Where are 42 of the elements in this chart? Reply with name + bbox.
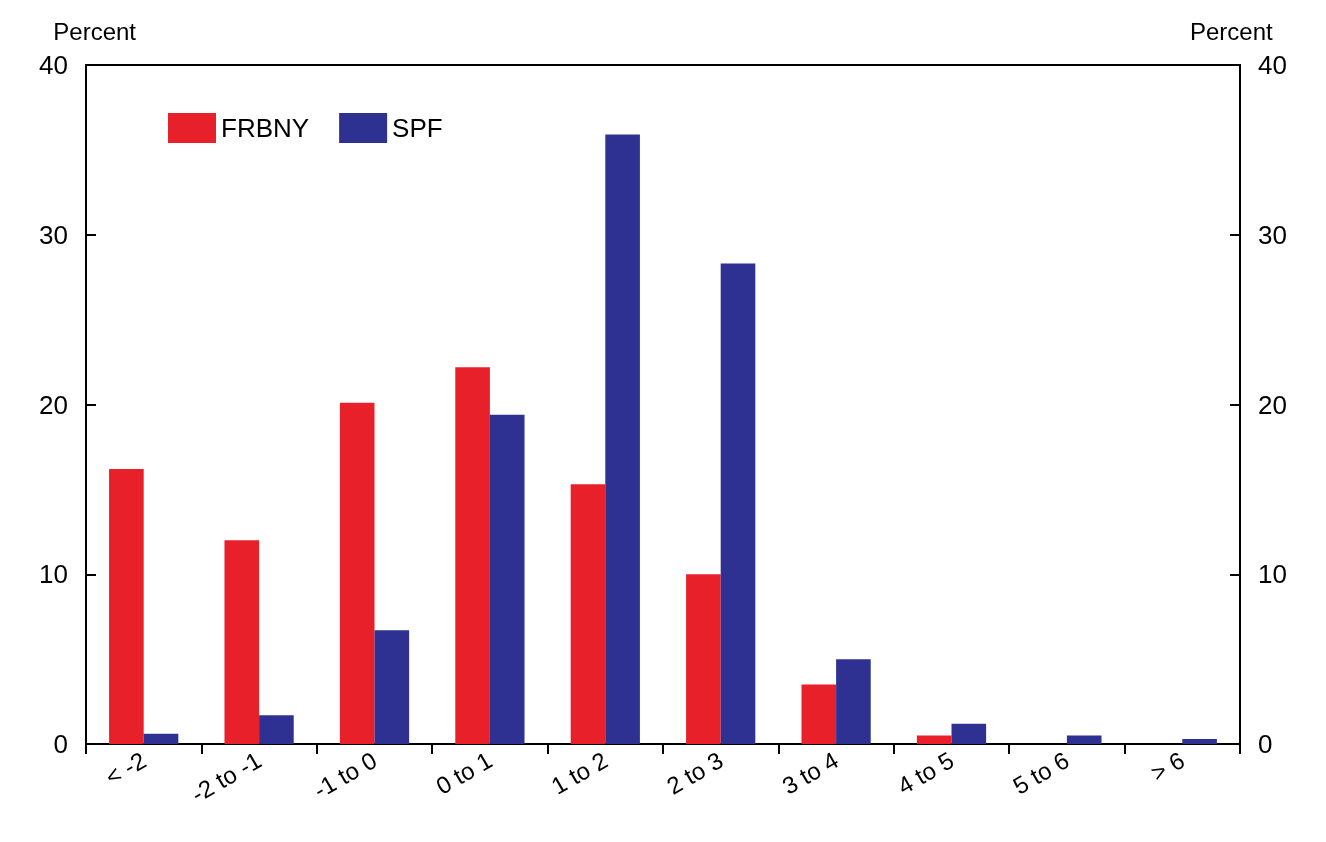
y2-tick-label: 40 [1258, 50, 1287, 80]
x-tick-label: > 6 [1146, 746, 1190, 787]
x-tick-label: 5 to 6 [1008, 746, 1074, 800]
bar [720, 263, 756, 744]
y-tick-label: 40 [39, 50, 68, 80]
x-tick-label: -2 to -1 [186, 746, 266, 808]
bar [1066, 735, 1102, 744]
y2-tick-label: 20 [1258, 389, 1287, 420]
x-tick-label: 3 to 4 [777, 746, 843, 800]
legend-label: FRBNY [221, 113, 310, 143]
bar [570, 484, 606, 744]
x-tick-label: 2 to 3 [661, 746, 728, 800]
y2-tick-label: 0 [1258, 729, 1273, 759]
bar [951, 723, 987, 744]
y-tick-label: 20 [39, 389, 68, 420]
y-axis-title: Percent [53, 17, 137, 45]
legend-label: SPF [392, 113, 443, 143]
bar [836, 659, 871, 744]
bar [109, 469, 144, 744]
bar [224, 540, 260, 744]
y-tick-label: 30 [39, 219, 68, 250]
bar [374, 630, 410, 744]
x-tick-label: 1 to 2 [546, 746, 613, 800]
bar [916, 735, 952, 744]
y2-axis-title: Percent [1190, 17, 1274, 45]
bar [489, 414, 525, 744]
bar [143, 733, 179, 744]
x-tick-label: 0 to 1 [431, 746, 497, 800]
y-tick-label: 0 [53, 729, 68, 759]
x-tick-label: < -2 [100, 746, 151, 791]
y2-tick-label: 30 [1258, 219, 1287, 250]
bar [605, 134, 640, 744]
y-tick-label: 10 [39, 559, 68, 590]
bar [339, 402, 375, 744]
bar [1182, 738, 1217, 744]
bar [455, 367, 490, 744]
x-tick-label: -1 to 0 [308, 746, 382, 804]
bar [259, 715, 294, 744]
y2-tick-label: 10 [1258, 559, 1287, 590]
x-tick-label: 4 to 5 [892, 746, 959, 800]
bar [686, 574, 721, 744]
bar [801, 684, 837, 744]
